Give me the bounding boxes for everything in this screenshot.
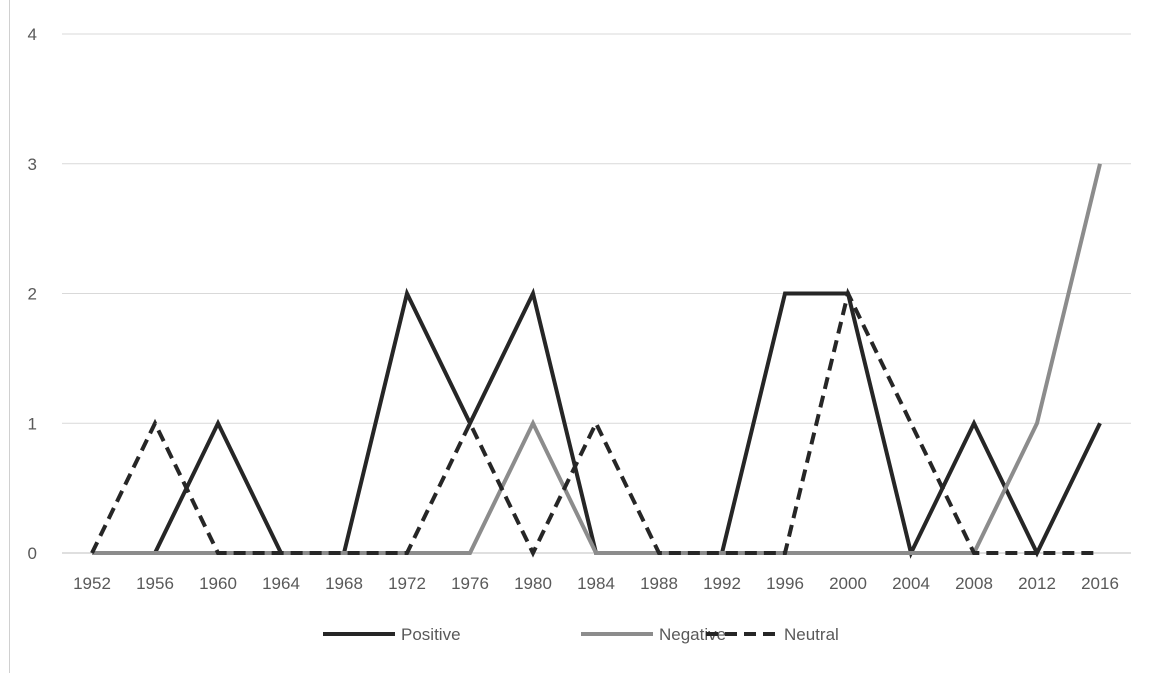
x-axis-tick-labels: 1952 1956 1960 1964 1968 1972 1976 1980 1984 1988… [73,574,1119,593]
legend-label-positive: Positive [401,625,461,644]
series-line-negative [92,163,1102,555]
x-tick-label: 2000 [829,574,867,593]
chart-frame-left-border [9,0,10,673]
x-tick-label: 1968 [325,574,363,593]
x-tick-label: 2012 [1018,574,1056,593]
x-tick-label: 1992 [703,574,741,593]
x-tick-label: 1980 [514,574,552,593]
y-axis-tick-labels: 0 1 2 3 4 [28,25,37,563]
legend-label-neutral: Neutral [784,625,839,644]
gridlines [62,33,1131,554]
x-tick-label: 1956 [136,574,174,593]
x-tick-label: 1952 [73,574,111,593]
y-tick-label: 4 [28,25,37,44]
series-lines [90,163,1102,559]
legend: Positive Negative Neutral [323,625,839,644]
x-tick-label: 2004 [892,574,930,593]
x-tick-label: 1960 [199,574,237,593]
legend-label-negative: Negative [659,625,726,644]
y-tick-label: 1 [28,414,37,433]
y-tick-label: 3 [28,155,37,174]
x-tick-label: 1964 [262,574,300,593]
x-tick-label: 2016 [1081,574,1119,593]
x-tick-label: 1984 [577,574,615,593]
x-tick-label: 1996 [766,574,804,593]
x-tick-label: 1976 [451,574,489,593]
series-line-neutral [90,287,1100,558]
x-tick-label: 1988 [640,574,678,593]
x-tick-label: 2008 [955,574,993,593]
y-tick-label: 0 [28,544,37,563]
x-tick-label: 1972 [388,574,426,593]
y-tick-label: 2 [28,285,37,304]
